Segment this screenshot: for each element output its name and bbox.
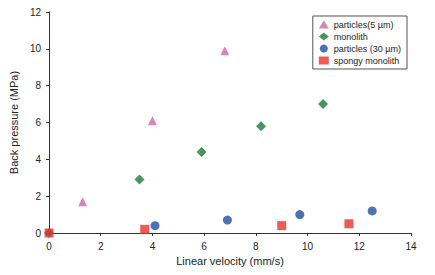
svg-text:4: 4: [35, 154, 41, 165]
svg-text:particles(5 µm): particles(5 µm): [334, 20, 394, 30]
svg-text:2: 2: [98, 241, 104, 252]
svg-text:spongy monolith: spongy monolith: [334, 56, 400, 66]
svg-text:12: 12: [30, 7, 42, 18]
svg-text:0: 0: [35, 228, 41, 239]
svg-text:2: 2: [35, 191, 41, 202]
svg-text:8: 8: [35, 80, 41, 91]
svg-text:8: 8: [253, 241, 259, 252]
svg-text:Back pressure (MPa): Back pressure (MPa): [8, 71, 20, 174]
svg-text:particles (30 µm): particles (30 µm): [334, 44, 401, 54]
svg-text:Linear velocity (mm/s): Linear velocity (mm/s): [176, 255, 284, 267]
svg-text:14: 14: [405, 241, 417, 252]
svg-text:10: 10: [302, 241, 314, 252]
svg-text:monolith: monolith: [334, 32, 368, 42]
svg-text:6: 6: [201, 241, 207, 252]
svg-text:4: 4: [150, 241, 156, 252]
svg-text:6: 6: [35, 117, 41, 128]
svg-text:0: 0: [46, 241, 52, 252]
svg-text:12: 12: [354, 241, 366, 252]
svg-text:10: 10: [30, 43, 42, 54]
